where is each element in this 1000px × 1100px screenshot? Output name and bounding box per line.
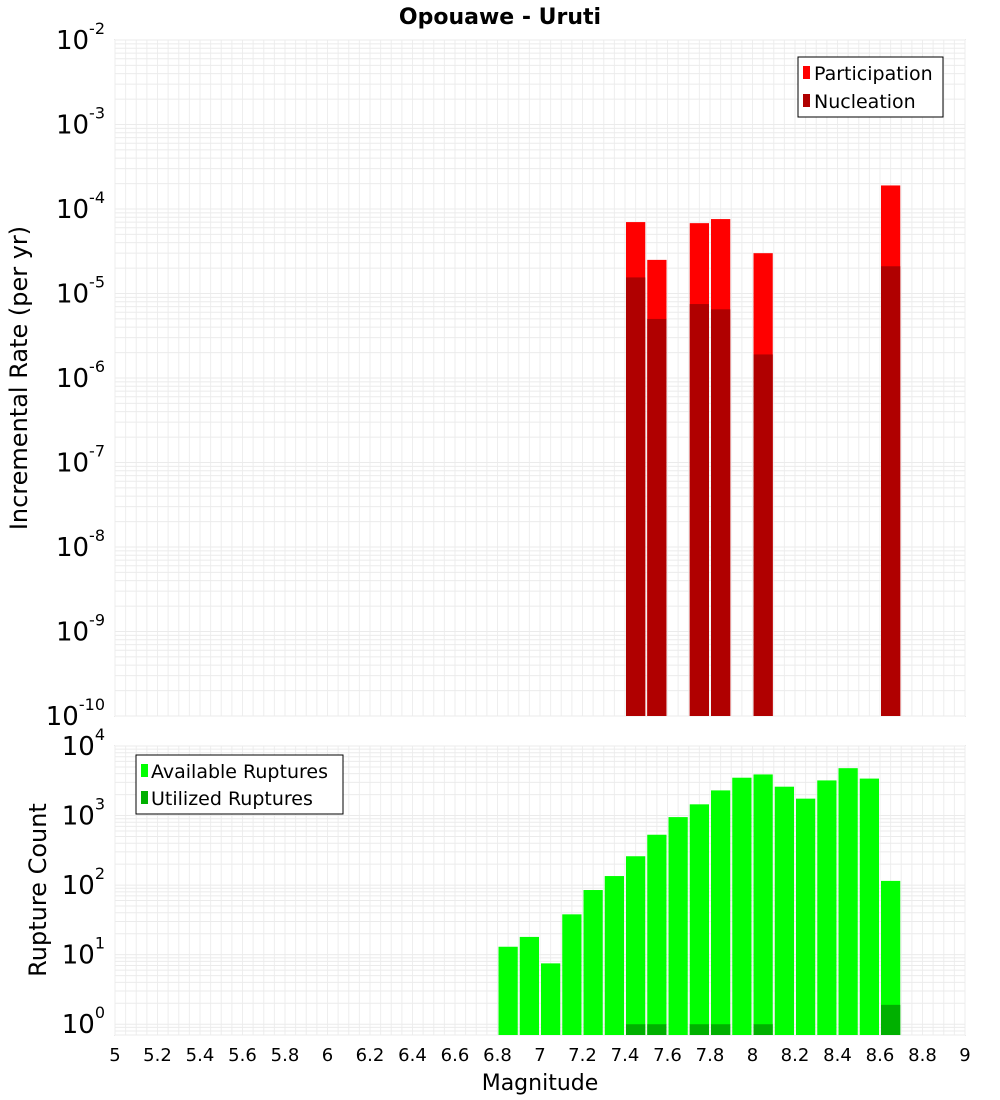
legend-swatch-available-ruptures (141, 764, 148, 777)
bar-available-ruptures (562, 914, 582, 1035)
bar-utilized-ruptures (881, 1004, 901, 1035)
bar-available-ruptures (732, 777, 752, 1035)
top-panel: 10-10 10-9 10-8 10-7 10-6 10-5 10-4 10-3 10-2 In… (5, 19, 966, 732)
legend-swatch-utilized-ruptures (141, 791, 148, 804)
y-tick-label: 10-4 (56, 188, 105, 225)
x-tick-label: 6.6 (441, 1045, 470, 1066)
top-legend-box (797, 56, 944, 118)
x-tick-label: 8 (747, 1045, 758, 1066)
bar-available-ruptures (519, 936, 539, 1035)
x-tick-label: 6.4 (398, 1045, 427, 1066)
legend-label-participation: Participation (814, 63, 933, 85)
x-tick-label: 7.4 (611, 1045, 640, 1066)
bar-utilized-ruptures (626, 1024, 646, 1035)
bar-utilized-ruptures (689, 1024, 709, 1035)
top-gridlines (114, 39, 966, 717)
x-tick-label: 8.4 (823, 1045, 852, 1066)
bar-available-ruptures (796, 798, 816, 1035)
legend-label-available-ruptures: Available Ruptures (151, 761, 328, 783)
bar-available-ruptures (711, 790, 731, 1035)
x-tick-label: 7.8 (696, 1045, 725, 1066)
x-tick-label: 6 (322, 1045, 333, 1066)
x-tick-label: 5.6 (228, 1045, 257, 1066)
y-tick-label: 101 (62, 934, 105, 971)
x-tick-label: 5.4 (186, 1045, 215, 1066)
y-tick-label: 10-5 (56, 273, 105, 310)
bar-nucleation (753, 354, 773, 716)
x-tick-label: 8.2 (781, 1045, 810, 1066)
y-tick-label: 103 (62, 795, 105, 832)
x-tick-label: 7.2 (568, 1045, 597, 1066)
bar-available-ruptures (753, 774, 773, 1035)
legend-swatch-nucleation (803, 94, 810, 107)
bar-utilized-ruptures (753, 1024, 773, 1035)
bar-nucleation (647, 318, 667, 716)
bar-available-ruptures (541, 963, 561, 1035)
bar-nucleation (711, 309, 731, 716)
bottom-y-tick-labels: 100 101 102 103 104 (62, 725, 105, 1040)
bar-available-ruptures (604, 876, 624, 1035)
bottom-legend: Available Ruptures Utilized Ruptures (135, 754, 344, 815)
bar-available-ruptures (626, 856, 646, 1035)
bar-available-ruptures (881, 880, 901, 1035)
legend-label-nucleation: Nucleation (814, 91, 916, 113)
top-y-axis-label: Incremental Rate (per yr) (5, 226, 33, 530)
legend-label-utilized-ruptures: Utilized Ruptures (151, 788, 313, 810)
bottom-panel: 100 101 102 103 104 5 5.2 5.4 5.6 5.8 6 6.2 6.4 6.6 6… (24, 725, 971, 1096)
top-bars (626, 185, 901, 717)
chart-title: Opouawe - Uruti (399, 5, 601, 30)
legend-swatch-participation (803, 66, 810, 79)
y-tick-label: 10-9 (56, 611, 105, 648)
bottom-y-axis-label: Rupture Count (24, 803, 52, 977)
bar-available-ruptures (498, 946, 518, 1035)
bar-nucleation (689, 304, 709, 716)
bar-available-ruptures (647, 834, 667, 1035)
x-tick-label: 6.2 (356, 1045, 385, 1066)
top-legend: Participation Nucleation (797, 56, 944, 118)
x-tick-label: 7 (534, 1045, 545, 1066)
bottom-bars (498, 768, 901, 1035)
x-tick-label: 6.8 (483, 1045, 512, 1066)
y-tick-label: 10-2 (56, 19, 105, 56)
bar-utilized-ruptures (711, 1024, 731, 1035)
bar-available-ruptures (838, 768, 858, 1035)
x-tick-label: 9 (959, 1045, 970, 1066)
bar-available-ruptures (583, 890, 603, 1035)
y-tick-label: 100 (62, 1003, 105, 1040)
bottom-legend-box (135, 754, 344, 815)
y-tick-label: 102 (62, 864, 105, 901)
y-tick-label: 104 (62, 725, 105, 762)
y-tick-label: 10-8 (56, 526, 105, 563)
bar-available-ruptures (859, 778, 879, 1035)
bar-nucleation (881, 266, 901, 716)
y-tick-label: 10-10 (46, 695, 105, 732)
x-axis-label: Magnitude (482, 1071, 599, 1096)
top-y-tick-labels: 10-10 10-9 10-8 10-7 10-6 10-5 10-4 10-3 10-2 (46, 19, 105, 732)
x-tick-labels: 5 5.2 5.4 5.6 5.8 6 6.2 6.4 6.6 6.8 7 7.2 7.4 7.6 7.8 8… (109, 1045, 970, 1066)
x-tick-label: 7.6 (653, 1045, 682, 1066)
x-tick-label: 8.6 (866, 1045, 895, 1066)
y-tick-label: 10-3 (56, 104, 105, 141)
x-tick-label: 8.8 (908, 1045, 937, 1066)
bar-available-ruptures (668, 817, 688, 1035)
x-tick-label: 5.8 (271, 1045, 300, 1066)
x-tick-label: 5.2 (143, 1045, 172, 1066)
bar-available-ruptures (689, 804, 709, 1035)
y-tick-label: 10-6 (56, 357, 105, 394)
bar-available-ruptures (774, 786, 794, 1035)
y-tick-label: 10-7 (56, 442, 105, 479)
bar-nucleation (626, 277, 646, 716)
bar-utilized-ruptures (647, 1024, 667, 1035)
x-tick-label: 5 (109, 1045, 120, 1066)
bar-available-ruptures (817, 780, 837, 1035)
